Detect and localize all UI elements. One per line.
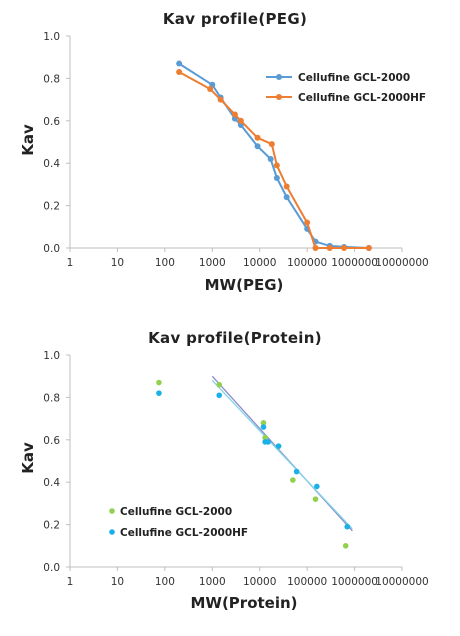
- peg-data-point: [176, 69, 183, 76]
- protein-x-tick-label: 100000: [287, 576, 327, 588]
- protein-y-tick-label: 1.0: [43, 350, 60, 362]
- protein-x-tick-label: 1000000: [331, 576, 378, 588]
- protein-data-point: [216, 381, 223, 388]
- peg-x-tick-label: 10: [111, 257, 124, 269]
- peg-data-point: [283, 183, 290, 190]
- protein-data-point: [156, 390, 162, 396]
- peg-legend-marker-gcl2000hf: [276, 94, 282, 100]
- protein-data-point: [265, 439, 271, 445]
- peg-y-ticks: 0.0 0.2 0.4 0.6 0.8 1.0: [43, 31, 70, 255]
- protein-legend-marker-gcl2000: [109, 508, 115, 514]
- peg-data-point: [365, 245, 372, 251]
- protein-x-tick-label: 10: [111, 576, 124, 588]
- peg-data-point: [268, 141, 275, 148]
- protein-data-point: [262, 434, 268, 441]
- peg-data-point: [207, 86, 214, 92]
- protein-data-point: [293, 468, 300, 475]
- peg-data-point: [341, 245, 348, 251]
- peg-y-tick-label: 0.6: [43, 116, 60, 128]
- protein-y-tick-label: 0.8: [43, 392, 60, 404]
- protein-data-point: [260, 420, 267, 426]
- peg-data-point: [273, 175, 280, 182]
- protein-chart-title: Kav profile(Protein): [148, 329, 322, 347]
- protein-x-tick-label: 1000: [199, 576, 226, 588]
- peg-data-point: [326, 245, 333, 251]
- peg-x-tick-label: 100: [155, 257, 175, 269]
- protein-trendlines: [211, 375, 353, 532]
- peg-legend-label-gcl2000hf: Cellufine GCL-2000HF: [298, 92, 426, 104]
- protein-data-point: [260, 424, 267, 430]
- peg-x-tick-label: 1000000: [331, 257, 378, 269]
- peg-y-tick-label: 1.0: [43, 31, 60, 43]
- protein-x-tick-label: 1: [67, 576, 74, 588]
- peg-x-tick-label: 10000: [243, 257, 276, 269]
- protein-data-point: [216, 392, 223, 399]
- protein-trendline-0: [211, 375, 353, 532]
- protein-y-axis-label: Kav: [19, 442, 37, 474]
- protein-series: [156, 379, 351, 549]
- peg-x-tick-label: 1: [67, 257, 74, 269]
- protein-data-point: [344, 523, 351, 530]
- peg-data-point: [254, 143, 261, 150]
- peg-data-point: [267, 155, 274, 162]
- protein-data-point: [275, 443, 282, 449]
- peg-y-tick-label: 0.2: [43, 201, 60, 213]
- protein-x-tick-label: 10000: [243, 576, 276, 588]
- peg-data-point: [283, 194, 290, 201]
- peg-y-tick-label: 0.4: [43, 158, 60, 170]
- protein-data-point: [290, 477, 296, 483]
- peg-x-tick-label: 100000: [287, 257, 327, 269]
- protein-y-tick-label: 0.6: [43, 435, 60, 447]
- peg-y-tick-label: 0.8: [43, 73, 60, 85]
- peg-data-point: [312, 245, 319, 251]
- peg-data-point: [304, 219, 311, 226]
- protein-data-point: [312, 496, 319, 502]
- peg-legend: Cellufine GCL-2000 Cellufine GCL-2000HF: [266, 72, 426, 104]
- protein-data-point: [314, 483, 320, 490]
- peg-data-point: [231, 111, 238, 118]
- peg-data-point: [254, 134, 261, 141]
- peg-x-tick-label: 10000000: [375, 257, 428, 269]
- peg-data-point: [176, 60, 183, 67]
- protein-legend-label-gcl2000hf: Cellufine GCL-2000HF: [120, 527, 248, 539]
- protein-y-tick-label: 0.2: [43, 520, 60, 532]
- peg-legend-label-gcl2000: Cellufine GCL-2000: [298, 72, 410, 84]
- protein-legend-label-gcl2000: Cellufine GCL-2000: [120, 506, 232, 518]
- peg-x-axis-label: MW(PEG): [205, 276, 284, 294]
- protein-legend: Cellufine GCL-2000 Cellufine GCL-2000HF: [109, 506, 248, 539]
- peg-y-axis-label: Kav: [19, 124, 37, 156]
- peg-chart: Kav profile(PEG) 0.00.20.40.60.81.0 1 10 1…: [19, 10, 429, 294]
- protein-x-axis-label: MW(Protein): [190, 594, 297, 612]
- peg-data-point: [273, 162, 280, 169]
- protein-data-point: [156, 379, 162, 386]
- peg-series: [176, 60, 372, 251]
- peg-y-tick-label: 0.0: [43, 243, 60, 255]
- peg-legend-marker-gcl2000: [276, 74, 282, 80]
- protein-legend-marker-gcl2000hf: [109, 529, 115, 535]
- protein-y-tick-label: 0.0: [43, 562, 60, 574]
- peg-chart-title: Kav profile(PEG): [163, 10, 307, 28]
- peg-x-tick-label: 1000: [199, 257, 226, 269]
- protein-chart: Kav profile(Protein) 0.00.20.40.60.81.0 …: [19, 329, 429, 612]
- protein-trendline-1: [211, 379, 353, 530]
- protein-y-ticks: 0.0 0.2 0.4 0.6 0.8 1.0: [43, 350, 70, 574]
- protein-data-point: [342, 543, 349, 549]
- peg-data-point: [237, 117, 244, 124]
- protein-x-tick-label: 10000000: [375, 576, 428, 588]
- protein-y-tick-label: 0.4: [43, 477, 60, 489]
- protein-x-tick-label: 100: [155, 576, 175, 588]
- peg-data-point: [217, 96, 224, 103]
